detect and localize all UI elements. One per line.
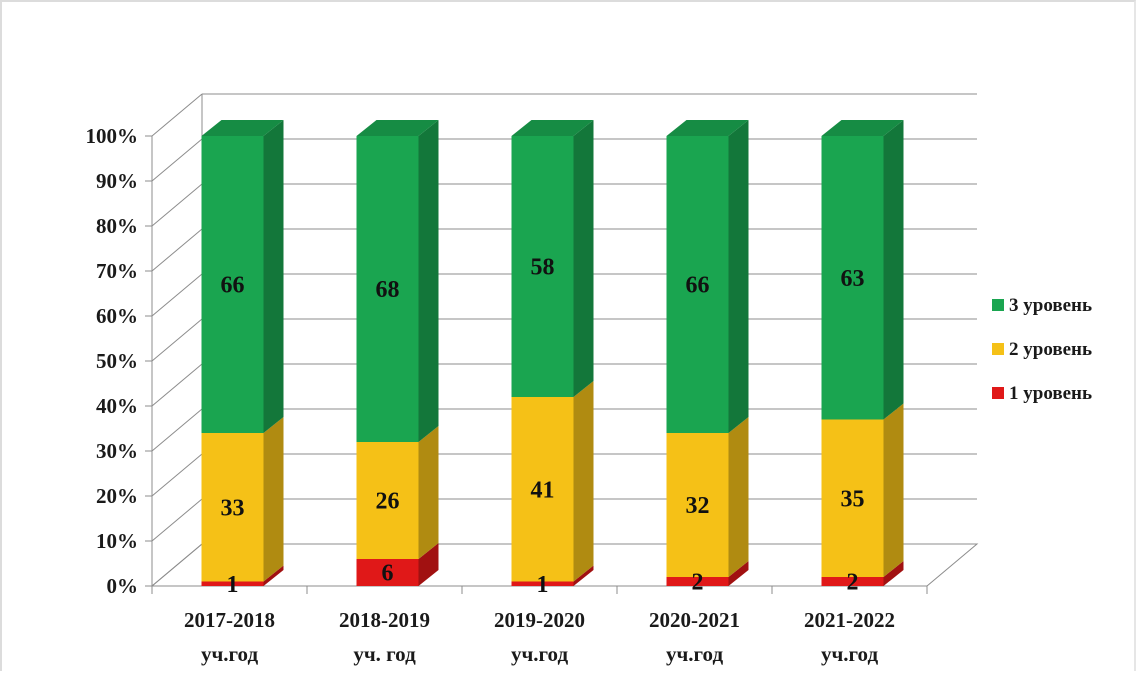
side-wall-gridline [151, 408, 203, 452]
bar-segment [666, 136, 729, 433]
x-category-label: 2018-2019 [339, 608, 430, 632]
data-label: 6 [382, 561, 394, 587]
data-label: 58 [531, 255, 555, 281]
y-tick-label: 20% [96, 484, 138, 508]
y-tick-label: 10% [96, 529, 138, 553]
x-category-label: 2017-2018 [184, 608, 275, 632]
bar-side-face [883, 403, 904, 577]
data-label: 33 [221, 495, 245, 521]
bar-top-face [356, 120, 439, 136]
bar-side-face [418, 426, 439, 559]
y-tick-label: 40% [96, 394, 138, 418]
bar-side-face [573, 565, 594, 586]
bar-segment [821, 419, 884, 577]
x-category-label: уч.год [511, 642, 569, 666]
legend-swatch [992, 387, 1004, 399]
bar-segment [356, 442, 419, 559]
bar-top-face [511, 120, 594, 136]
bar-side-face [573, 120, 594, 397]
bar-segment [821, 577, 884, 586]
y-tick-label: 90% [96, 169, 138, 193]
bar-top-face [821, 120, 904, 136]
bar-side-face [263, 565, 284, 586]
y-tick-label: 70% [96, 259, 138, 283]
bar-side-face [418, 120, 439, 442]
data-label: 2 [847, 570, 859, 596]
bar-segment [511, 581, 574, 586]
side-wall-gridline [151, 138, 203, 182]
side-wall-gridline [151, 318, 203, 362]
legend-label: 2 уровень [1009, 339, 1092, 360]
side-wall-gridline [151, 498, 203, 542]
legend-label: 3 уровень [1009, 295, 1092, 316]
data-label: 26 [376, 489, 400, 515]
bar-side-face [883, 120, 904, 420]
data-label: 32 [686, 493, 710, 519]
bar-side-face [728, 561, 749, 586]
bar-side-face [263, 417, 284, 582]
x-category-label: 2021-2022 [804, 608, 895, 632]
bar-side-face [418, 543, 439, 586]
y-tick-label: 0% [107, 574, 139, 598]
bar-segment [666, 433, 729, 577]
legend-swatch [992, 299, 1004, 311]
legend-label: 1 уровень [1009, 383, 1092, 404]
bar-segment [201, 136, 264, 433]
data-label: 66 [686, 273, 710, 299]
bar-side-face [728, 120, 749, 433]
data-label: 63 [841, 266, 865, 292]
bar-side-face [263, 120, 284, 433]
y-tick-label: 30% [96, 439, 138, 463]
data-label: 68 [376, 277, 400, 303]
side-wall-gridline [151, 93, 203, 137]
data-label: 35 [841, 486, 865, 512]
y-tick-label: 50% [96, 349, 138, 373]
bar-top-face [666, 120, 749, 136]
x-category-label: уч. год [353, 642, 416, 666]
data-label: 41 [531, 477, 555, 503]
bar-side-face [883, 561, 904, 586]
bar-segment [511, 397, 574, 582]
bar-side-face [728, 417, 749, 577]
side-wall-gridline [151, 273, 203, 317]
legend-swatch [992, 343, 1004, 355]
data-label: 1 [537, 572, 549, 598]
bar-segment [821, 136, 884, 420]
bar-segment [201, 433, 264, 582]
x-category-label: 2020-2021 [649, 608, 740, 632]
y-tick-label: 100% [86, 124, 139, 148]
x-category-label: уч.год [821, 642, 879, 666]
bar-segment [511, 136, 574, 397]
bar-segment [356, 559, 419, 586]
bar-side-face [573, 381, 594, 582]
x-category-label: 2019-2020 [494, 608, 585, 632]
side-wall-gridline [151, 183, 203, 227]
y-tick-label: 60% [96, 304, 138, 328]
x-category-label: уч.год [666, 642, 724, 666]
side-wall-gridline [151, 363, 203, 407]
bar-segment [666, 577, 729, 586]
bar-top-face [201, 120, 284, 136]
data-label: 66 [221, 273, 245, 299]
bar-segment [356, 136, 419, 442]
data-label: 2 [692, 570, 704, 596]
side-wall-gridline [151, 453, 203, 497]
data-label: 1 [227, 572, 239, 598]
y-tick-label: 80% [96, 214, 138, 238]
bar-segment [201, 581, 264, 586]
side-wall-gridline [151, 228, 203, 272]
x-category-label: уч.год [201, 642, 259, 666]
